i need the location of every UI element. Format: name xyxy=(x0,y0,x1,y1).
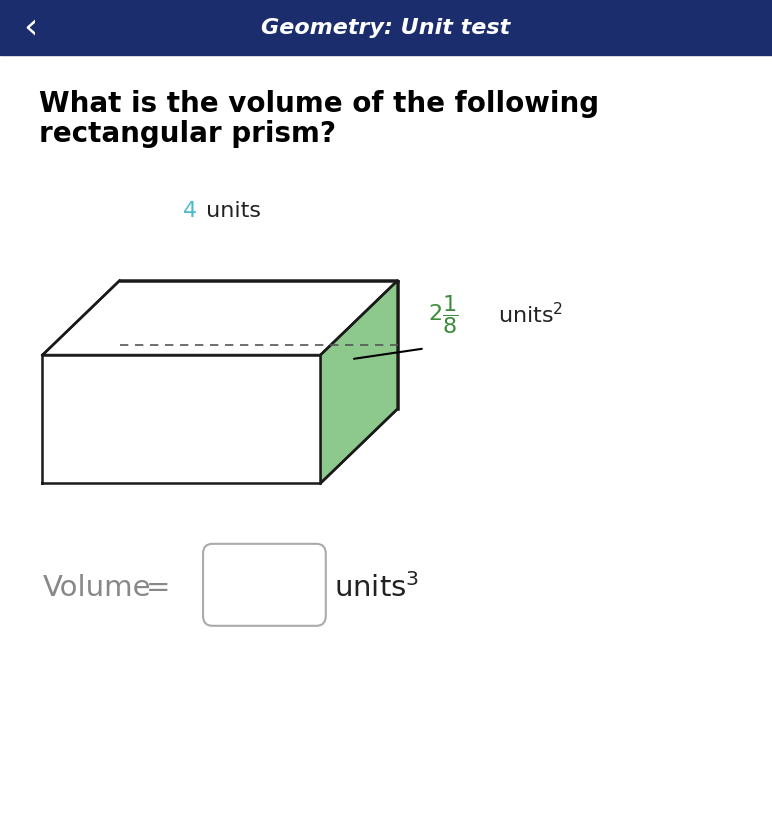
Text: units$^3$: units$^3$ xyxy=(334,572,418,602)
FancyBboxPatch shape xyxy=(203,544,326,626)
Text: 4: 4 xyxy=(183,201,197,221)
Text: ‹: ‹ xyxy=(24,11,38,45)
Polygon shape xyxy=(42,356,320,484)
Polygon shape xyxy=(42,281,398,356)
Text: units: units xyxy=(199,201,261,221)
Polygon shape xyxy=(320,281,398,484)
Text: Volume: Volume xyxy=(42,573,151,601)
Text: $2\dfrac{1}{8}$: $2\dfrac{1}{8}$ xyxy=(428,293,459,336)
Bar xyxy=(0,0,772,56)
Text: What is the volume of the following: What is the volume of the following xyxy=(39,89,599,117)
Text: Geometry: Unit test: Geometry: Unit test xyxy=(262,18,510,38)
Text: units$^2$: units$^2$ xyxy=(498,302,563,327)
Text: rectangular prism?: rectangular prism? xyxy=(39,120,336,148)
Text: =: = xyxy=(146,573,171,601)
